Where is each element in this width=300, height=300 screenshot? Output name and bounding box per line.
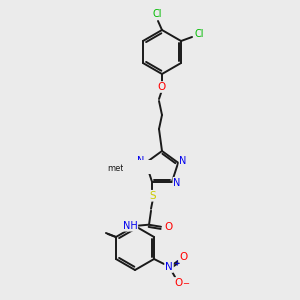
Text: Cl: Cl [194,29,204,39]
Text: O: O [174,278,182,288]
Text: Cl: Cl [152,9,162,19]
Text: O: O [158,82,166,92]
Text: methyl: methyl [126,163,155,172]
Text: methyl: methyl [107,164,136,173]
Text: O: O [164,222,172,232]
Text: N: N [165,262,173,272]
Text: N: N [173,178,181,188]
Text: N: N [179,156,187,166]
Text: N: N [137,156,145,166]
Text: +: + [173,260,179,268]
Text: O: O [179,252,187,262]
Text: NH: NH [123,221,137,231]
Text: S: S [150,191,156,201]
Text: −: − [182,280,189,289]
